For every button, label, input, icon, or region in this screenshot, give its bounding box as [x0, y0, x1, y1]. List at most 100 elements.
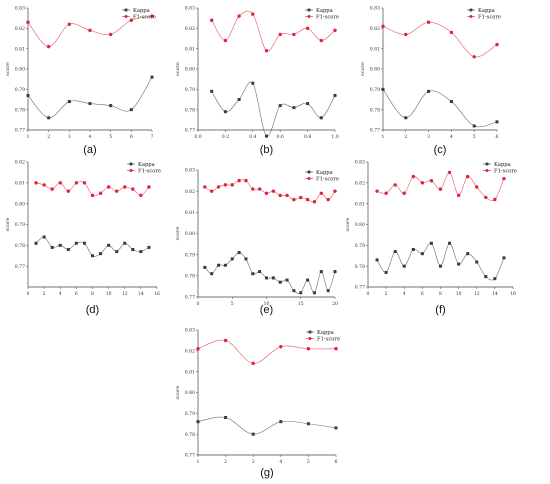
x-tick-label: 4	[279, 459, 282, 465]
f1-point	[67, 22, 72, 26]
y-tick-label: 0.77	[185, 453, 195, 459]
kappa-point	[217, 263, 221, 267]
y-tick-label: 0.82	[370, 26, 380, 32]
y-tick-label: 0.78	[185, 107, 195, 113]
x-tick-label: 5	[473, 134, 476, 140]
kappa-point	[203, 265, 207, 269]
y-tick-label: 0.80	[370, 67, 380, 73]
kappa-point	[393, 250, 397, 254]
kappa-point	[237, 98, 241, 101]
kappa-point	[109, 104, 113, 108]
kappa-point	[279, 420, 283, 424]
f1-point	[139, 193, 143, 198]
y-tick-label: 0.82	[355, 180, 365, 186]
kappa-point	[306, 278, 310, 282]
y-tick-label: 0.81	[15, 46, 25, 52]
y-tick-label: 0.83	[370, 6, 380, 12]
y-tick-label: 0.79	[370, 87, 380, 93]
kappa-point	[251, 272, 255, 276]
series-line-kappa	[204, 252, 336, 294]
f1-point	[495, 42, 499, 47]
kappa-point	[319, 116, 323, 120]
legend-marker-f1	[485, 169, 489, 172]
kappa-point	[333, 93, 337, 97]
legend-label: F1-score	[478, 14, 501, 20]
legend-label: F1-score	[317, 336, 340, 342]
f1-point	[502, 176, 506, 181]
x-tick-label: 3	[68, 134, 71, 140]
f1-point	[50, 187, 54, 191]
kappa-point	[67, 100, 71, 104]
kappa-point	[429, 241, 433, 245]
f1-point	[264, 49, 269, 53]
kappa-point	[466, 252, 470, 256]
y-axis-label: score	[360, 62, 366, 76]
legend-marker-kappa	[124, 8, 128, 12]
y-tick-label: 0.79	[185, 411, 195, 417]
series-line-f1	[197, 339, 337, 364]
kappa-point	[334, 426, 338, 430]
kappa-point	[457, 262, 461, 266]
kappa-point	[230, 257, 234, 261]
y-tick-label: 0.79	[185, 87, 195, 93]
f1-point	[216, 185, 221, 189]
f1-point	[493, 197, 497, 202]
kappa-point	[50, 245, 54, 249]
kappa-point	[333, 270, 337, 274]
f1-point	[147, 185, 151, 189]
f1-point	[319, 38, 323, 43]
x-tick-label: 10	[106, 291, 112, 297]
kappa-point	[292, 289, 296, 293]
kappa-point	[223, 263, 227, 267]
f1-point	[472, 55, 476, 59]
y-tick-label: 0.80	[15, 67, 25, 73]
f1-point	[251, 12, 255, 16]
f1-point	[150, 14, 154, 18]
kappa-point	[475, 260, 479, 264]
y-tick-label: 0.83	[185, 6, 195, 12]
y-tick-label: 0.83	[355, 160, 365, 166]
kappa-point	[402, 264, 406, 268]
legend-marker-f1	[469, 15, 473, 18]
legend-marker-f1	[124, 15, 128, 18]
legend-marker-f1	[308, 337, 312, 340]
kappa-point	[237, 251, 241, 255]
legend-label: Kappa	[316, 8, 333, 14]
f1-point	[74, 181, 79, 185]
f1-point	[402, 191, 406, 195]
legend-label: Kappa	[494, 162, 511, 168]
y-tick-label: 0.78	[15, 107, 25, 113]
x-tick-label: 3	[252, 459, 255, 465]
x-tick-label: 20	[332, 301, 338, 307]
x-tick-label: 1	[27, 134, 30, 140]
kappa-point	[91, 254, 94, 258]
f1-point	[230, 183, 234, 187]
f1-point	[42, 183, 46, 187]
y-tick-label: 0.83	[15, 6, 25, 12]
y-tick-label: 0.83	[185, 328, 195, 334]
x-tick-label: 2	[385, 291, 388, 297]
y-tick-label: 0.78	[370, 107, 380, 113]
kappa-point	[210, 272, 214, 276]
f1-point	[108, 32, 113, 37]
f1-point	[196, 347, 200, 351]
y-axis-label: score	[5, 62, 11, 76]
x-tick-label: 5	[109, 134, 112, 140]
f1-point	[114, 189, 119, 193]
kappa-point	[251, 432, 255, 436]
x-tick-label: 2	[404, 134, 407, 140]
x-tick-label: 5	[231, 301, 234, 307]
kappa-point	[493, 277, 497, 281]
x-tick-label: 6	[421, 291, 424, 297]
x-tick-label: 16	[510, 291, 516, 297]
f1-point	[299, 195, 303, 200]
f1-point	[404, 32, 408, 37]
y-tick-label: 0.77	[355, 285, 365, 291]
legend-marker-kappa	[485, 162, 489, 166]
f1-point	[319, 191, 323, 195]
legend-marker-kappa	[129, 162, 133, 166]
legend-marker-kappa	[307, 170, 311, 174]
y-tick-label: 0.79	[355, 243, 365, 249]
x-tick-label: 2	[47, 134, 50, 140]
